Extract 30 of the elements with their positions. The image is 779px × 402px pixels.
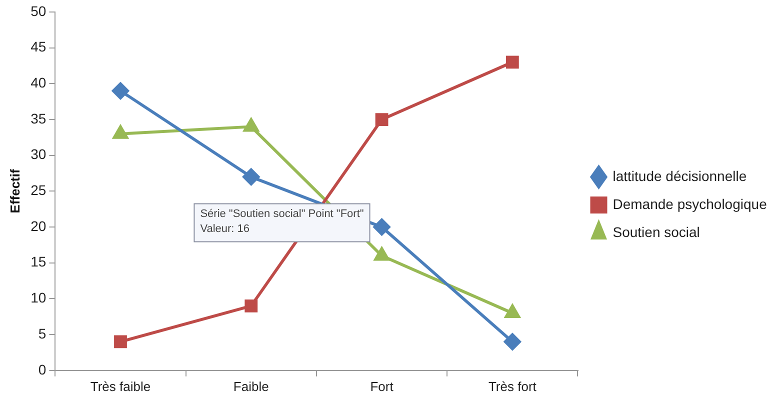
legend-label: lattitude décisionnelle bbox=[612, 168, 747, 184]
y-tick-label: 15 bbox=[30, 254, 46, 270]
y-tick-label: 20 bbox=[30, 218, 46, 234]
point bbox=[242, 168, 260, 186]
point bbox=[504, 304, 520, 318]
y-tick-label: 0 bbox=[38, 361, 46, 378]
x-tick-label: Fort bbox=[370, 378, 394, 394]
y-tick-label: 30 bbox=[30, 146, 46, 162]
y-tick-label: 25 bbox=[30, 182, 46, 198]
legend-label: Demande psychologique bbox=[612, 196, 768, 212]
point bbox=[373, 218, 390, 236]
point bbox=[112, 82, 129, 100]
point bbox=[244, 299, 258, 312]
y-tick-label: 40 bbox=[30, 74, 46, 91]
y-tick-label: 35 bbox=[30, 110, 46, 126]
point bbox=[375, 113, 388, 126]
point bbox=[114, 335, 127, 348]
legend-label: Soutien social bbox=[612, 224, 700, 240]
y-tick-label: 10 bbox=[30, 290, 46, 306]
y-tick-label: 45 bbox=[30, 38, 46, 55]
point bbox=[374, 247, 390, 261]
annotation: Série "Soutien social" Point "Fort" Valeur: 16 bbox=[200, 208, 364, 236]
point bbox=[506, 56, 519, 69]
x-tick-label: Faible bbox=[233, 378, 269, 394]
y-tick-label: 5 bbox=[38, 325, 46, 342]
y-axis-title: Effectif bbox=[7, 168, 22, 214]
x-tick-label: Très faible bbox=[90, 378, 151, 394]
point bbox=[504, 333, 521, 350]
y-tick-label: 50 bbox=[30, 2, 46, 19]
x-tick-label: Très fort bbox=[488, 378, 537, 394]
